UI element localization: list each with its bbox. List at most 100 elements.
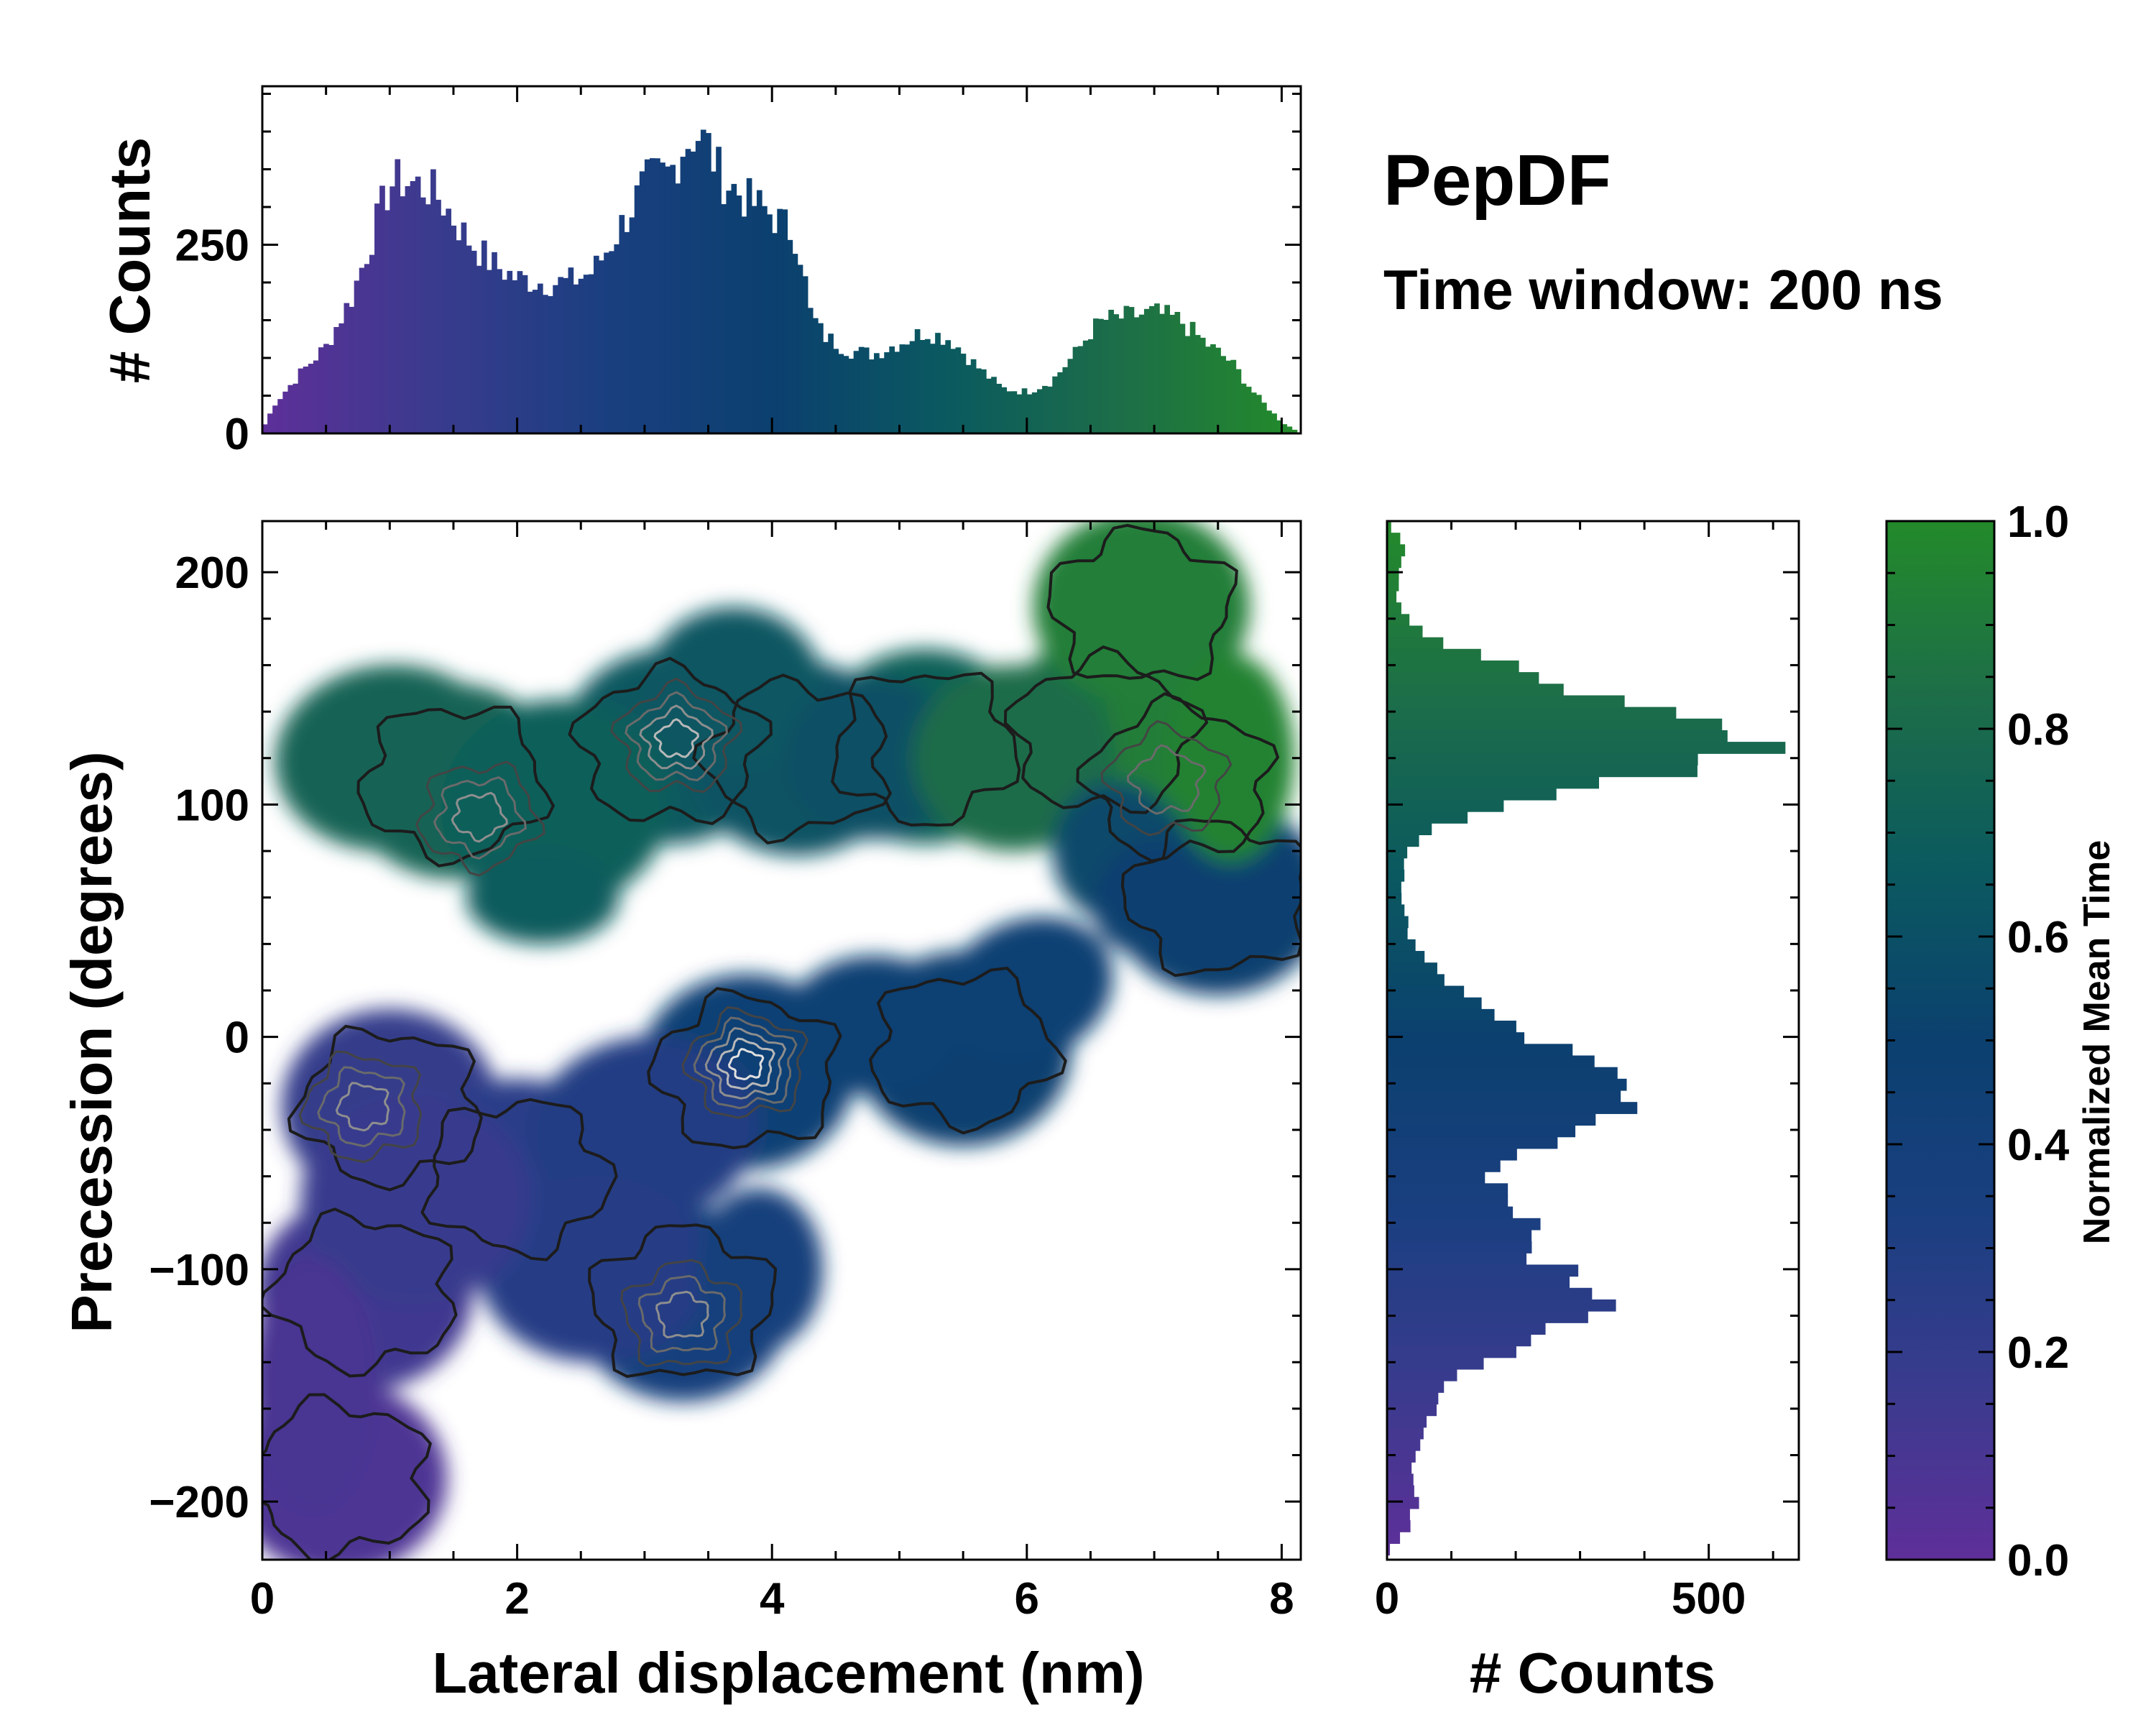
right-histogram-bar (1387, 1357, 1484, 1370)
top-histogram-bar (395, 159, 401, 434)
top-histogram-bar (451, 225, 457, 433)
top-histogram-bar (1098, 318, 1104, 433)
top-histogram-bar (767, 214, 773, 433)
top-histogram-bar (537, 283, 543, 433)
top-histogram-bar (609, 251, 614, 433)
top-histogram-bar (930, 344, 936, 433)
right-histogram-bar (1387, 567, 1399, 580)
top-histogram-bar (292, 383, 299, 433)
top-histogram-bar (333, 326, 339, 433)
right-histogram-bar (1387, 857, 1404, 870)
top-histogram-bar (507, 270, 513, 433)
top-histogram-bar (1067, 359, 1074, 433)
right-histogram-bar (1387, 823, 1432, 836)
top-histogram-bar (578, 278, 584, 433)
top-histogram-bar (955, 347, 962, 433)
main-heatmap-frame (261, 520, 1302, 1561)
top-histogram-bar (965, 364, 972, 433)
top-histogram-bar (716, 147, 722, 433)
contour-line (1100, 719, 1233, 837)
right-histogram-bars (1387, 521, 1786, 1556)
top-histogram-bar (492, 252, 497, 433)
top-histogram-bar (1103, 320, 1109, 433)
top-histogram-bar (756, 190, 763, 433)
right-histogram-bar (1387, 1195, 1508, 1208)
top-histogram-bar (287, 385, 294, 433)
top-histogram-bar (655, 158, 660, 434)
top-histogram-bar (980, 369, 987, 433)
top-histogram-bar (1011, 391, 1018, 433)
right-histogram-bar (1387, 1322, 1546, 1335)
top-histogram-bar (267, 413, 273, 433)
contour-line (653, 718, 699, 758)
top-histogram-bar (262, 424, 268, 433)
right-histogram-bar (1387, 1159, 1501, 1172)
top-histogram-bar (624, 231, 630, 433)
top-histogram-bar (950, 349, 957, 433)
top-histogram-bar (323, 344, 329, 433)
top-histogram-bar (797, 264, 803, 433)
right-histogram-bar (1387, 521, 1391, 533)
top-histogram-bar (415, 176, 421, 433)
top-histogram-bar (522, 275, 528, 433)
ytick-label: 100 (175, 781, 249, 830)
top-histogram-bar (991, 377, 997, 433)
right-histogram-bar (1387, 684, 1564, 696)
top-histogram-bar (1026, 394, 1033, 433)
xtick-label: 500 (1672, 1574, 1746, 1624)
right-histogram-bar (1387, 742, 1786, 754)
right-histogram-bar (1387, 962, 1437, 975)
top-histogram-bar (456, 240, 462, 433)
right-histogram-bar (1387, 730, 1728, 742)
top-histogram-bar (410, 180, 416, 433)
right-histogram-bar (1387, 811, 1468, 824)
contour-line (704, 1027, 787, 1100)
contour-line (620, 1259, 743, 1368)
top-histogram-bar (400, 196, 406, 433)
top-histogram-bar (1281, 424, 1288, 433)
top-histogram-bar (690, 151, 696, 433)
contour-line (647, 987, 842, 1149)
right-histogram-bar (1387, 1090, 1621, 1103)
top-histogram-bar (476, 265, 482, 433)
top-histogram-bar (1062, 367, 1069, 433)
right-histogram-bar (1387, 1520, 1411, 1532)
top-histogram-bar (313, 360, 319, 433)
contour-line (693, 1016, 798, 1110)
main-heatmap-xlabel: Lateral displacement (nm) (432, 1641, 1144, 1705)
top-histogram-bar (889, 346, 895, 433)
xtick-label: 4 (760, 1574, 785, 1624)
top-histogram-bar (568, 267, 574, 433)
top-histogram-ylabel: # Counts (98, 137, 162, 383)
top-histogram-bar (1220, 356, 1226, 433)
top-histogram-bar (670, 165, 676, 434)
colorbar: 0.0 0.2 0.4 0.6 0.8 1.0 Normalized Mean Time (1885, 497, 2118, 1586)
top-histogram-bar (680, 157, 686, 433)
contour-line (262, 1393, 432, 1560)
top-histogram-bar (441, 215, 446, 433)
top-histogram-bar (558, 277, 564, 433)
contour-line (655, 1290, 709, 1339)
colorbar-tick-label: 0.2 (2007, 1328, 2069, 1378)
top-histogram-bar (1108, 309, 1114, 433)
contour-line (1126, 744, 1207, 815)
xtick-label: 6 (1015, 1574, 1039, 1624)
right-histogram-bar (1387, 1008, 1495, 1021)
right-histogram-bar (1387, 544, 1406, 557)
right-histogram-bar (1387, 1473, 1414, 1486)
chart-subtitle: Time window: 200 ns (1383, 258, 1943, 321)
top-histogram-bar (924, 339, 931, 433)
top-histogram-bar (328, 344, 334, 433)
right-histogram-bar (1387, 1078, 1627, 1091)
contour-line (451, 791, 508, 843)
top-histogram-bar (308, 364, 314, 433)
contour-line (262, 1208, 458, 1378)
top-histogram-bar (1113, 314, 1120, 433)
right-histogram-bar (1387, 846, 1408, 859)
contour-line (1120, 818, 1301, 978)
right-histogram-bar (1387, 1543, 1391, 1556)
right-histogram-bar (1387, 590, 1397, 603)
top-histogram-bar (762, 206, 768, 433)
right-histogram-bar (1387, 1346, 1516, 1358)
